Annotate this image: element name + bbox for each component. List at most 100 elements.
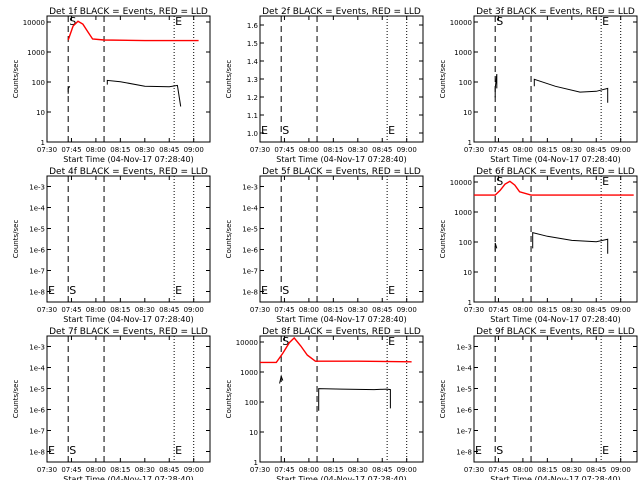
x-tick-label: 08:00 bbox=[86, 146, 106, 154]
plot-frame bbox=[46, 15, 211, 143]
x-tick-label: 08:45 bbox=[372, 146, 392, 154]
x-tick-label: 08:45 bbox=[586, 146, 606, 154]
series-line bbox=[106, 79, 182, 107]
y-tick-label: 1.2 bbox=[247, 94, 258, 102]
panel-title: Det 1f BLACK = Events, RED = LLD bbox=[49, 7, 208, 17]
marker-label: E bbox=[602, 175, 609, 188]
x-tick-label: 08:45 bbox=[586, 306, 606, 314]
panel-title: Det 2f BLACK = Events, RED = LLD bbox=[262, 7, 421, 17]
x-tick-label: 08:45 bbox=[372, 466, 392, 474]
marker-label: S bbox=[496, 15, 503, 28]
y-axis-label: Counts/sec bbox=[225, 220, 233, 259]
x-axis-label: Start Time (04-Nov-17 07:28:40) bbox=[63, 155, 193, 164]
x-tick-label: 08:00 bbox=[86, 466, 106, 474]
x-tick-label: 08:45 bbox=[159, 466, 179, 474]
x-axis-label: Start Time (04-Nov-17 07:28:40) bbox=[276, 315, 406, 324]
y-tick-label: 1 bbox=[41, 139, 45, 147]
panel-title: Det 8f BLACK = Events, RED = LLD bbox=[262, 327, 421, 337]
x-tick-label: 08:15 bbox=[537, 146, 557, 154]
x-tick-label: 09:00 bbox=[611, 466, 631, 474]
x-tick-label: 07:45 bbox=[61, 466, 81, 474]
marker-label: E bbox=[175, 15, 182, 28]
y-tick-label: 1e-8 bbox=[29, 289, 45, 297]
x-tick-label: 08:45 bbox=[586, 466, 606, 474]
plot-frame bbox=[46, 335, 211, 463]
x-tick-label: 07:30 bbox=[250, 466, 270, 474]
x-tick-label: 07:45 bbox=[61, 306, 81, 314]
x-axis-label: Start Time (04-Nov-17 07:28:40) bbox=[276, 475, 406, 480]
series-line bbox=[67, 85, 71, 94]
marker-label: E bbox=[475, 444, 482, 457]
x-tick-label: 08:00 bbox=[513, 466, 533, 474]
marker-label: S bbox=[282, 124, 289, 137]
y-axis-label: Counts/sec bbox=[12, 60, 20, 99]
y-tick-label: 1.0 bbox=[247, 130, 258, 138]
x-tick-label: 07:45 bbox=[274, 306, 294, 314]
marker-label: S bbox=[282, 335, 289, 348]
x-tick-label: 07:30 bbox=[464, 306, 484, 314]
x-tick-label: 08:45 bbox=[159, 146, 179, 154]
series-line bbox=[533, 78, 609, 103]
y-tick-label: 10 bbox=[249, 429, 258, 437]
plot-frame bbox=[473, 15, 638, 143]
x-tick-label: 08:15 bbox=[110, 306, 130, 314]
x-tick-label: 07:30 bbox=[250, 146, 270, 154]
y-tick-label: 1e-7 bbox=[456, 428, 472, 436]
y-tick-label: 1000 bbox=[240, 369, 258, 377]
panel-title: Det 9f BLACK = Events, RED = LLD bbox=[476, 327, 635, 337]
panel-title: Det 6f BLACK = Events, RED = LLD bbox=[476, 167, 635, 177]
marker-label: E bbox=[261, 284, 268, 297]
x-tick-label: 07:45 bbox=[488, 146, 508, 154]
x-tick-label: 08:15 bbox=[323, 466, 343, 474]
y-tick-label: 1e-6 bbox=[456, 407, 472, 415]
y-tick-label: 10000 bbox=[23, 19, 45, 27]
x-tick-label: 08:00 bbox=[299, 306, 319, 314]
x-tick-label: 08:30 bbox=[135, 466, 155, 474]
x-tick-label: 09:00 bbox=[397, 466, 417, 474]
marker-label: E bbox=[602, 15, 609, 28]
y-tick-label: 1 bbox=[468, 299, 472, 307]
y-tick-label: 1.3 bbox=[247, 76, 258, 84]
y-axis-label: Counts/sec bbox=[439, 380, 447, 419]
x-tick-label: 08:15 bbox=[110, 466, 130, 474]
panel-det-5: Det 5f BLACK = Events, RED = LLD Counts/s… bbox=[225, 167, 424, 324]
x-tick-label: 08:15 bbox=[323, 146, 343, 154]
y-tick-label: 1.6 bbox=[247, 22, 259, 30]
marker-label: S bbox=[496, 175, 503, 188]
series-line bbox=[279, 374, 284, 384]
x-tick-label: 08:45 bbox=[372, 306, 392, 314]
marker-label: S bbox=[282, 284, 289, 297]
y-tick-label: 10000 bbox=[450, 179, 472, 187]
y-tick-label: 1e-4 bbox=[456, 365, 472, 373]
series-line bbox=[532, 231, 609, 254]
x-tick-label: 08:30 bbox=[135, 146, 155, 154]
x-tick-label: 08:00 bbox=[86, 306, 106, 314]
y-tick-label: 1e-6 bbox=[242, 247, 258, 255]
x-axis-label: Start Time (04-Nov-17 07:28:40) bbox=[490, 475, 620, 480]
y-axis-label: Counts/sec bbox=[12, 220, 20, 259]
y-tick-label: 1e-4 bbox=[29, 365, 45, 373]
y-tick-label: 1e-5 bbox=[456, 386, 472, 394]
x-tick-label: 07:30 bbox=[250, 306, 270, 314]
y-tick-label: 1e-6 bbox=[29, 407, 45, 415]
y-tick-label: 1e-8 bbox=[242, 289, 258, 297]
y-tick-label: 1000 bbox=[27, 49, 45, 57]
y-tick-label: 1000 bbox=[454, 209, 472, 217]
panel-title: Det 4f BLACK = Events, RED = LLD bbox=[49, 167, 208, 177]
y-tick-label: 1e-8 bbox=[456, 449, 472, 457]
y-tick-label: 1e-7 bbox=[242, 268, 258, 276]
y-tick-label: 1e-3 bbox=[242, 184, 258, 192]
panel-det-8: Det 8f BLACK = Events, RED = LLD Counts/s… bbox=[225, 327, 424, 480]
marker-label: E bbox=[175, 284, 182, 297]
y-tick-label: 100 bbox=[459, 79, 472, 87]
marker-label: E bbox=[261, 124, 268, 137]
y-tick-label: 100 bbox=[245, 399, 258, 407]
marker-label: S bbox=[69, 284, 76, 297]
marker-label: E bbox=[388, 284, 395, 297]
y-tick-label: 10000 bbox=[450, 19, 472, 27]
x-tick-label: 07:45 bbox=[61, 146, 81, 154]
panel-det-7: Det 7f BLACK = Events, RED = LLD Counts/s… bbox=[12, 327, 211, 480]
x-tick-label: 07:45 bbox=[488, 306, 508, 314]
x-tick-label: 08:00 bbox=[299, 466, 319, 474]
x-tick-label: 08:15 bbox=[323, 306, 343, 314]
